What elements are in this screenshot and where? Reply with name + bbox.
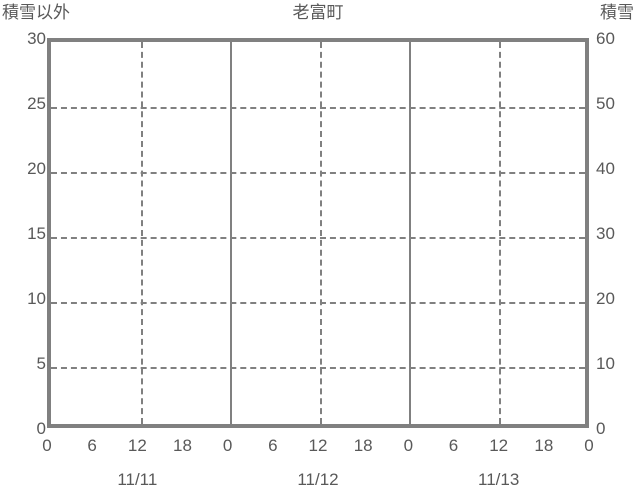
xtick-hour-48: 0 bbox=[403, 436, 414, 455]
xtick-hour-0: 0 bbox=[42, 436, 52, 455]
hgridline-10 bbox=[51, 302, 585, 304]
xdate-label-2: 11/12 bbox=[297, 470, 339, 489]
right-ytick-30: 30 bbox=[596, 224, 615, 243]
xtick-hour-6: 6 bbox=[87, 436, 97, 455]
left-ytick-30: 30 bbox=[27, 29, 46, 48]
xtick-hour-12: 12 bbox=[127, 436, 147, 455]
vgridline-day-boundary-1112 bbox=[230, 42, 233, 424]
right-ytick-40: 40 bbox=[596, 159, 615, 178]
right-ytick-0: 0 bbox=[596, 419, 606, 438]
hgridline-15 bbox=[51, 237, 585, 239]
xtick-hour-54: 6 bbox=[448, 436, 459, 455]
hgridline-5 bbox=[51, 367, 585, 369]
hgridline-20 bbox=[51, 172, 585, 174]
left-ytick-25: 25 bbox=[27, 94, 46, 113]
plot-inner bbox=[51, 42, 585, 424]
xtick-hour-72: 0 bbox=[584, 436, 594, 455]
vgridline-day1-12h bbox=[140, 42, 143, 424]
vgridline-day3-12h bbox=[498, 42, 501, 424]
right-ytick-60: 60 bbox=[596, 29, 615, 48]
left-ytick-10: 10 bbox=[27, 289, 46, 308]
left-axis-caption: 積雪以外 bbox=[2, 3, 70, 22]
xtick-hour-42: 18 bbox=[353, 436, 373, 455]
right-ytick-10: 10 bbox=[596, 354, 615, 373]
right-axis-caption: 積雪 bbox=[600, 3, 634, 22]
xtick-hour-36: 12 bbox=[308, 436, 328, 455]
plot-area bbox=[47, 38, 589, 428]
xtick-hour-24: 0 bbox=[222, 436, 233, 455]
left-ytick-5: 5 bbox=[36, 354, 46, 373]
vgridline-day-boundary-1113 bbox=[409, 42, 412, 424]
xtick-hour-60: 12 bbox=[489, 436, 509, 455]
left-ytick-15: 15 bbox=[27, 224, 46, 243]
right-ytick-50: 50 bbox=[596, 94, 615, 113]
chart-title: 老富町 bbox=[292, 3, 344, 22]
xtick-hour-66: 18 bbox=[534, 436, 554, 455]
xdate-label-3: 11/13 bbox=[478, 470, 520, 489]
vgridline-day2-12h bbox=[319, 42, 322, 424]
xtick-hour-18: 18 bbox=[173, 436, 192, 455]
left-ytick-20: 20 bbox=[27, 159, 46, 178]
left-ytick-0: 0 bbox=[36, 419, 46, 438]
right-ytick-20: 20 bbox=[596, 289, 615, 308]
xtick-hour-30: 6 bbox=[268, 436, 278, 455]
xdate-label-1: 11/11 bbox=[117, 470, 158, 489]
hgridline-25 bbox=[51, 107, 585, 109]
